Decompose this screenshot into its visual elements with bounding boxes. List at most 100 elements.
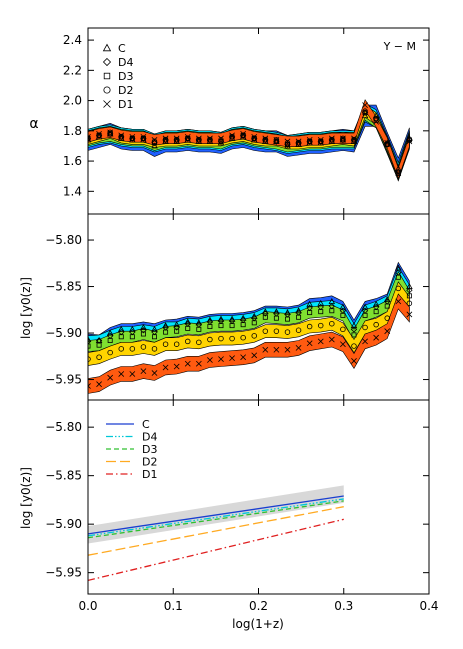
circle-marker — [262, 137, 269, 143]
circle-marker — [329, 137, 335, 143]
fit-line-d1 — [88, 518, 344, 582]
cross-marker — [207, 357, 213, 363]
cross-marker — [162, 364, 169, 371]
cross-marker — [218, 356, 224, 362]
cross-marker — [218, 135, 224, 142]
circle-marker — [273, 328, 280, 334]
cross-marker — [240, 354, 247, 361]
cross-marker — [295, 138, 302, 145]
x-tick-label: 0.1 — [164, 599, 183, 613]
circle-marker — [129, 346, 136, 352]
cross-marker — [362, 338, 368, 345]
y-tick-label: −5.80 — [45, 420, 82, 434]
cross-marker — [151, 137, 158, 143]
legend-label: D2 — [142, 456, 157, 469]
cross-marker — [306, 340, 313, 347]
cross-marker — [107, 374, 114, 381]
cross-marker — [88, 133, 91, 140]
circle-marker — [151, 138, 158, 145]
square-marker — [329, 308, 335, 314]
triangle-marker — [350, 322, 358, 329]
circle-marker — [373, 321, 379, 328]
fit-line-c — [88, 495, 344, 535]
cross-marker — [373, 118, 380, 125]
triangle-marker — [151, 142, 158, 149]
triangle-marker — [88, 336, 92, 343]
cross-marker — [373, 334, 380, 341]
square-marker — [251, 320, 257, 326]
cross-marker — [295, 345, 302, 351]
circle-marker — [395, 170, 402, 176]
triangle-marker — [406, 283, 413, 290]
x-tick-label: 0.0 — [78, 599, 97, 613]
square-marker — [406, 293, 412, 299]
cross-marker — [340, 135, 346, 142]
square-marker — [140, 331, 146, 337]
cross-marker — [362, 102, 368, 109]
square-marker — [285, 316, 290, 322]
alpha-ticks: 1.4 1.6 1.8 2.0 2.2 2.4 — [63, 28, 430, 214]
circle-marker — [384, 315, 390, 321]
triangle-marker — [250, 312, 258, 319]
cross-marker — [406, 138, 413, 145]
circle-marker — [240, 334, 246, 341]
fit-lines — [88, 485, 344, 582]
triangle-marker — [217, 315, 225, 322]
circle-marker — [103, 86, 111, 94]
cross-marker — [118, 371, 125, 377]
circle-marker — [273, 137, 280, 143]
y-tick-label: −5.95 — [45, 373, 82, 387]
cross-marker — [328, 336, 335, 343]
triangle-marker — [295, 307, 302, 314]
triangle-marker — [284, 309, 291, 316]
cross-marker — [184, 133, 191, 140]
square-marker — [129, 334, 135, 340]
square-marker — [273, 315, 279, 321]
cross-marker — [88, 383, 91, 389]
square-marker — [362, 312, 368, 318]
square-marker — [373, 309, 379, 315]
square-marker — [218, 323, 224, 329]
circle-marker — [317, 138, 324, 145]
circle-marker — [162, 341, 169, 347]
circle-marker — [196, 339, 202, 346]
circle-marker — [406, 137, 413, 143]
circle-marker — [96, 354, 102, 360]
fit-ticks: −5.95 −5.90 −5.85 −5.80 0.0 0.1 0.2 0.3 0.4 — [45, 400, 439, 613]
circle-marker — [406, 300, 413, 307]
yield-markers — [88, 264, 413, 389]
triangle-marker — [106, 329, 114, 336]
square-marker — [163, 329, 169, 335]
cross-marker — [173, 363, 180, 370]
circle-marker — [207, 336, 213, 343]
cross-marker — [340, 341, 346, 348]
circle-marker — [96, 132, 102, 139]
cross-marker — [317, 338, 324, 345]
triangle-marker — [228, 315, 236, 322]
alpha-ylabel: α — [29, 116, 38, 132]
cross-marker — [251, 133, 258, 140]
circle-marker — [207, 137, 213, 143]
cross-marker — [129, 133, 136, 140]
y-tick-label: 1.8 — [63, 124, 82, 138]
circle-marker — [362, 324, 368, 331]
square-marker — [395, 274, 401, 280]
cross-marker — [406, 311, 413, 318]
fit-line-d3 — [88, 500, 344, 539]
square-marker — [207, 324, 213, 330]
band-d1 — [88, 293, 410, 394]
square-marker — [118, 334, 124, 340]
circle-marker — [373, 115, 379, 122]
circle-marker — [340, 326, 346, 333]
diamond-marker — [173, 324, 180, 331]
circle-marker — [118, 134, 124, 140]
circle-marker — [118, 346, 124, 352]
circle-marker — [151, 346, 158, 352]
diamond-marker — [140, 327, 147, 334]
square-marker — [307, 310, 313, 316]
fit-line-d2 — [88, 506, 344, 556]
fit-xlabel: log(1+z) — [232, 617, 284, 631]
triangle-marker — [162, 322, 169, 329]
cross-marker — [229, 132, 235, 139]
